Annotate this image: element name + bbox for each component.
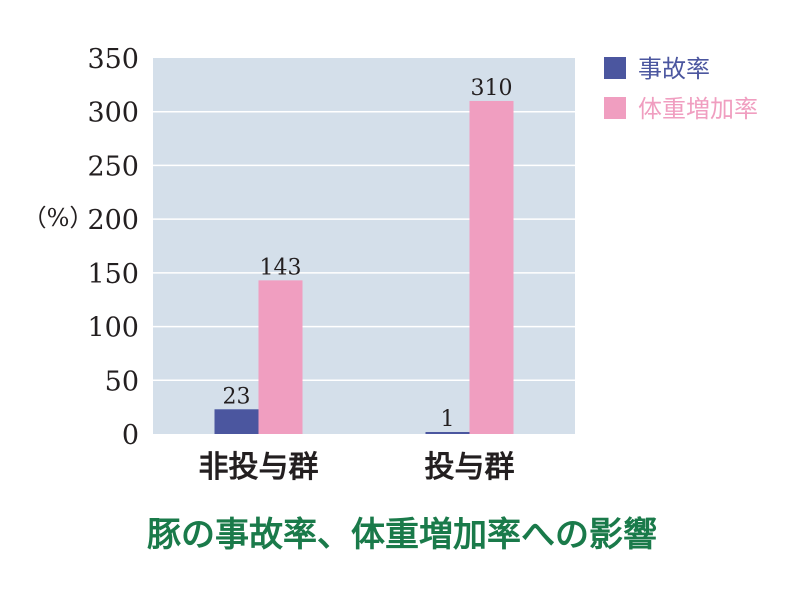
y-tick-label: 100 — [87, 313, 139, 344]
category-label: 投与群 — [425, 450, 515, 485]
y-axis-ticks: 0 50 100 150 200 250 300 350 — [87, 44, 139, 451]
chart-title: 豚の事故率、体重増加率への影響 — [147, 515, 657, 555]
legend-swatch — [604, 57, 626, 79]
bar-1-2 — [425, 432, 470, 434]
y-axis-label: （%） — [23, 204, 94, 232]
data-label: 143 — [260, 255, 302, 280]
bar-1-1 — [214, 409, 259, 434]
y-tick-label: 200 — [87, 205, 139, 236]
bars: 23 143 1 310 — [214, 76, 514, 434]
y-tick-label: 150 — [87, 259, 139, 290]
category-label: 非投与群 — [199, 450, 319, 485]
y-tick-label: 0 — [122, 420, 139, 451]
bar-2-2 — [469, 100, 514, 434]
data-label: 310 — [471, 76, 513, 101]
y-tick-label: 300 — [87, 98, 139, 129]
category-labels: 非投与群 投与群 — [199, 450, 515, 485]
y-tick-label: 250 — [87, 151, 139, 182]
data-label: 23 — [223, 384, 251, 409]
legend-label: 体重増加率 — [638, 95, 758, 123]
y-tick-label: 50 — [105, 366, 139, 397]
y-tick-label: 350 — [87, 44, 139, 75]
bar-2-1 — [258, 280, 303, 434]
legend-label: 事故率 — [638, 55, 710, 83]
legend-swatch — [604, 97, 626, 119]
data-label: 1 — [441, 407, 455, 432]
